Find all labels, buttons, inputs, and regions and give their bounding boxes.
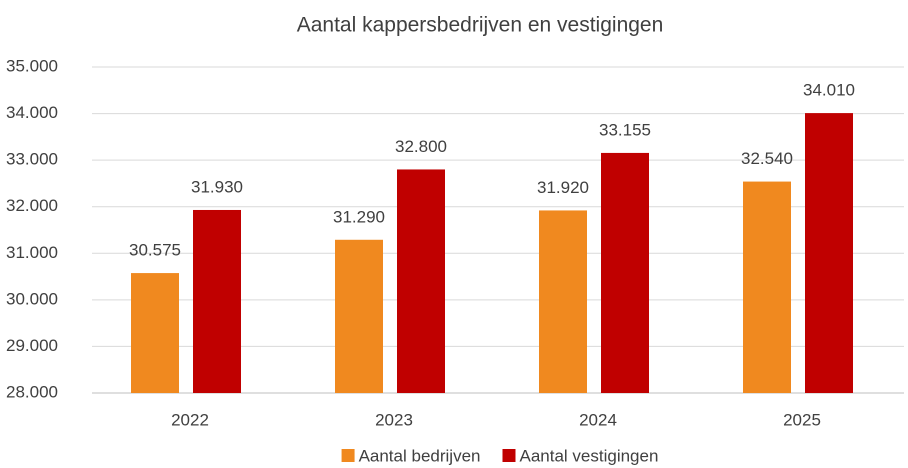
y-tick-label: 29.000 [6, 336, 58, 355]
legend-label: Aantal vestigingen [519, 446, 658, 465]
data-label: 30.575 [129, 241, 181, 260]
y-tick-label: 34.000 [6, 103, 58, 122]
bar [743, 181, 791, 393]
y-tick-label: 35.000 [6, 56, 58, 75]
bar [805, 113, 853, 393]
data-label: 31.920 [537, 178, 589, 197]
chart-title: Aantal kappersbedrijven en vestigingen [297, 14, 664, 37]
data-label: 32.800 [395, 137, 447, 156]
x-tick-label: 2023 [375, 410, 413, 429]
x-tick-label: 2025 [783, 410, 821, 429]
bar [131, 273, 179, 393]
legend-label: Aantal bedrijven [359, 446, 481, 465]
data-label: 31.290 [333, 207, 385, 226]
bar [335, 239, 383, 393]
x-tick-label: 2022 [171, 410, 209, 429]
bar [601, 152, 649, 393]
y-tick-label: 32.000 [6, 196, 58, 215]
data-label: 31.930 [191, 177, 243, 196]
x-tick-label: 2024 [579, 410, 617, 429]
legend-swatch [502, 449, 516, 462]
y-tick-label: 33.000 [6, 150, 58, 169]
bar [397, 169, 445, 393]
y-tick-label: 30.000 [6, 289, 58, 308]
data-label: 34.010 [803, 81, 855, 100]
legend-swatch [341, 449, 355, 462]
data-label: 32.540 [741, 149, 793, 168]
y-tick-label: 31.000 [6, 243, 58, 262]
y-tick-label: 28.000 [6, 382, 58, 401]
bar [193, 209, 241, 393]
bar [539, 210, 587, 393]
data-label: 33.155 [599, 120, 651, 139]
